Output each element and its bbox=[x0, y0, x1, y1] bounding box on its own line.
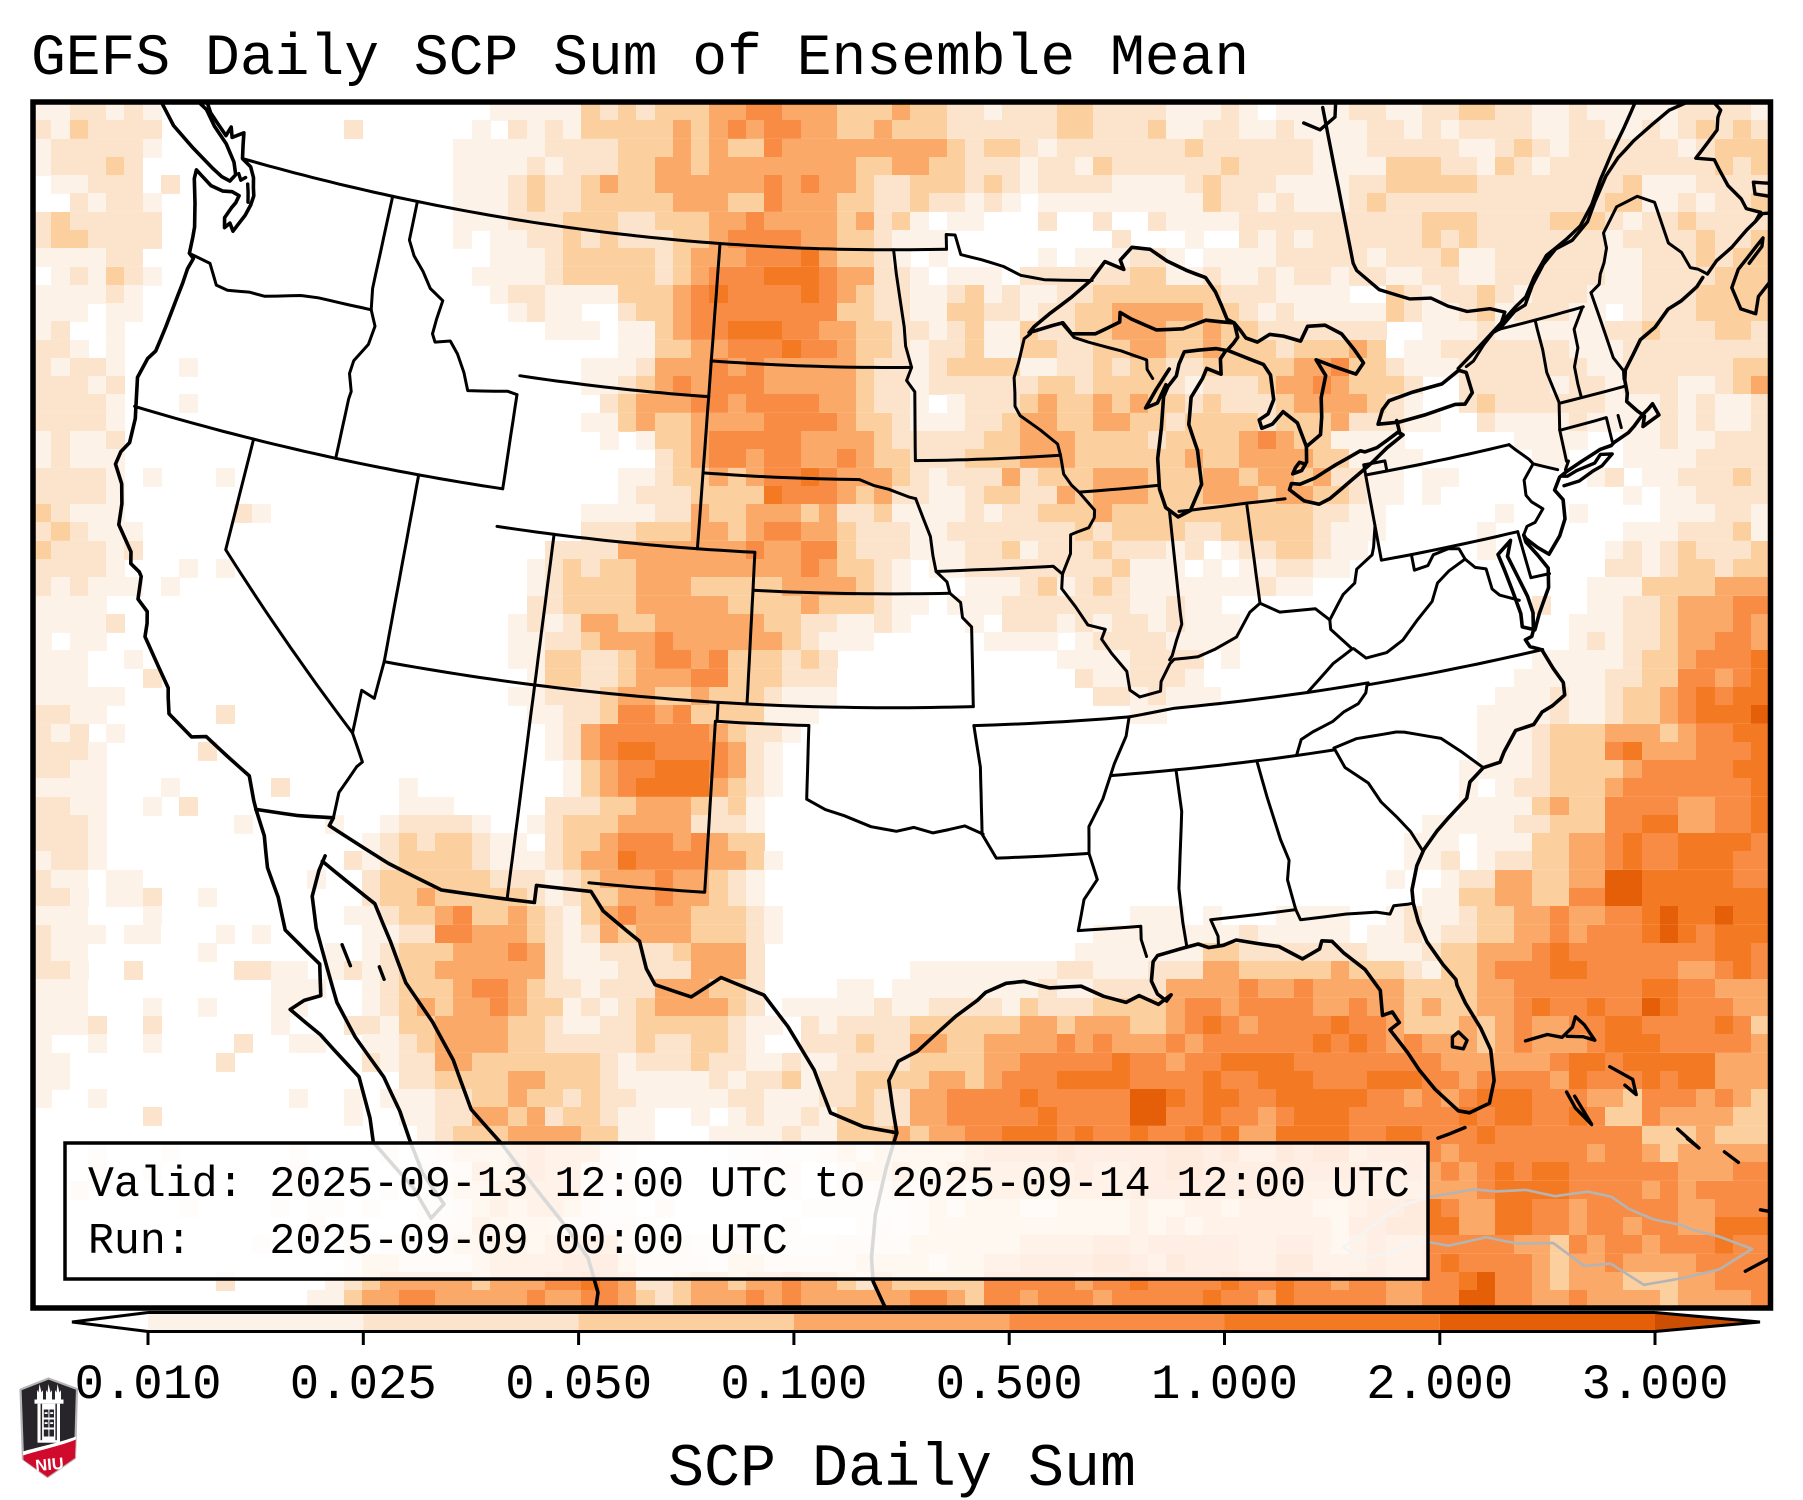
svg-text:0.010: 0.010 bbox=[74, 1357, 221, 1413]
svg-text:Valid: 2025-09-13 12:00 UTC to: Valid: 2025-09-13 12:00 UTC to 2025-09-1… bbox=[88, 1160, 1410, 1209]
svg-text:0.025: 0.025 bbox=[290, 1357, 437, 1413]
svg-text:0.100: 0.100 bbox=[720, 1357, 867, 1413]
svg-text:1.000: 1.000 bbox=[1151, 1357, 1298, 1413]
svg-text:SCP Daily Sum: SCP Daily Sum bbox=[668, 1436, 1136, 1500]
svg-text:Run: 2025-09-09 00:00 UTC: Run: 2025-09-09 00:00 UTC bbox=[88, 1217, 788, 1266]
svg-text:NIU: NIU bbox=[35, 1455, 65, 1475]
svg-text:2.000: 2.000 bbox=[1366, 1357, 1513, 1413]
svg-text:3.000: 3.000 bbox=[1581, 1357, 1728, 1413]
svg-text:0.500: 0.500 bbox=[936, 1357, 1083, 1413]
svg-text:GEFS Daily SCP Sum of Ensemble: GEFS Daily SCP Sum of Ensemble Mean bbox=[31, 27, 1249, 92]
svg-text:0.050: 0.050 bbox=[505, 1357, 652, 1413]
